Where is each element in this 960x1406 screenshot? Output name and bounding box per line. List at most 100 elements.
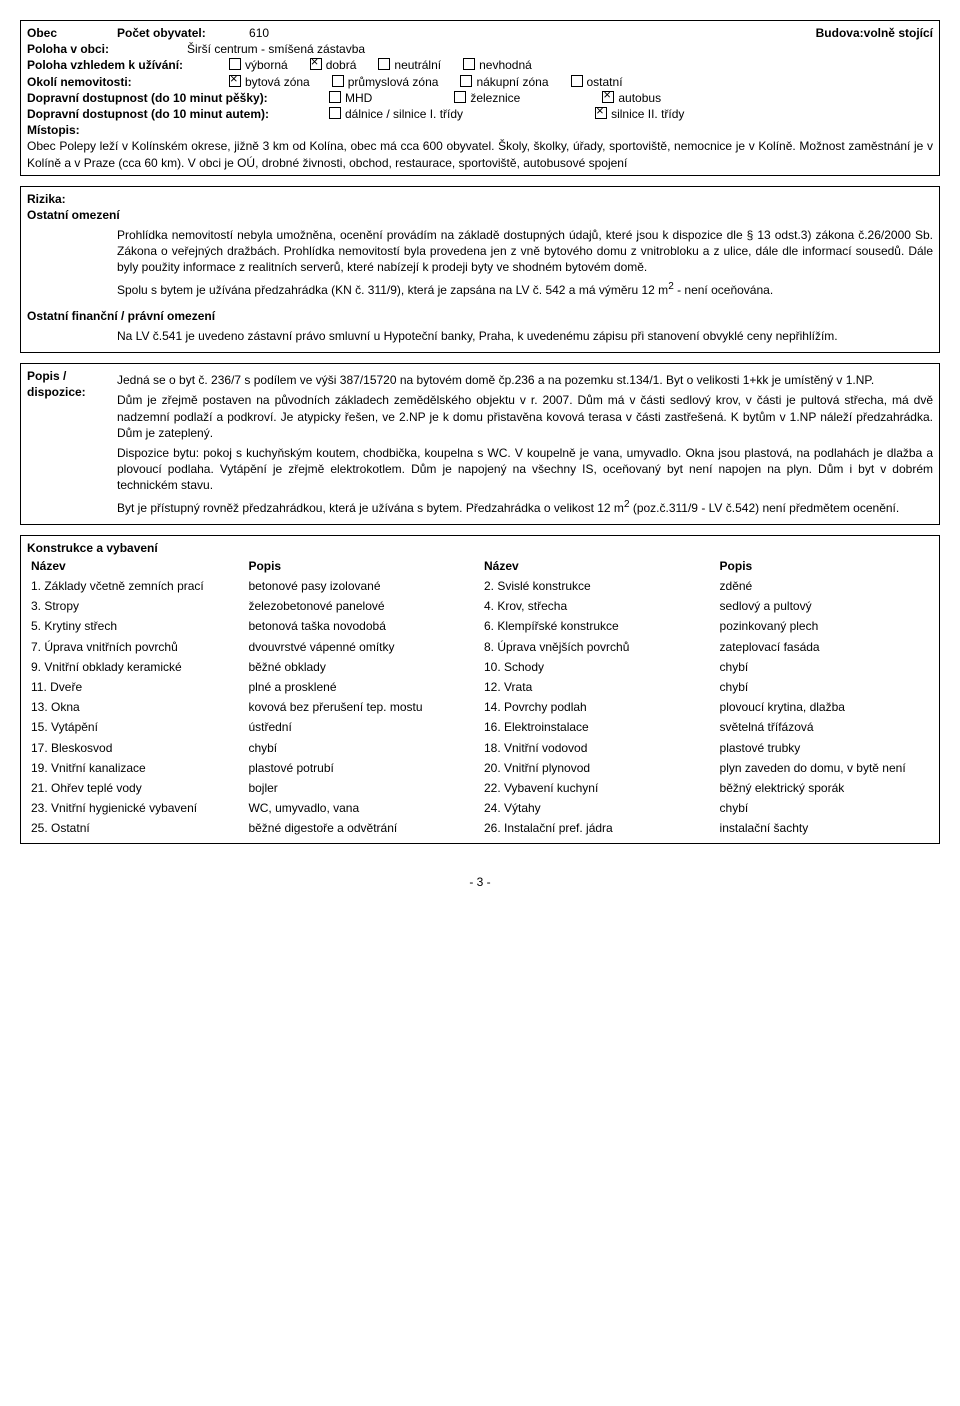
table-row: 15. Vytápěníústřední16. Elektroinstalace… [27,717,933,737]
table-cell: chybí [716,677,933,697]
table-row: 1. Základy včetně zemních pracíbetonové … [27,576,933,596]
th-popis2: Popis [716,556,933,576]
table-cell: 20. Vnitřní plynovod [480,758,716,778]
table-cell: zděné [716,576,933,596]
table-cell: instalační šachty [716,818,933,838]
table-cell: 2. Svislé konstrukce [480,576,716,596]
table-row: 11. Dveřeplné a prosklené12. Vratachybí [27,677,933,697]
table-cell: běžné obklady [244,657,480,677]
table-row: 25. Ostatníběžné digestoře a odvětrání26… [27,818,933,838]
rizika-label: Rizika: [27,191,933,207]
row-poloha-vzh: Poloha vzhledem k užívání: výborná dobrá… [27,57,933,73]
table-cell: 14. Povrchy podlah [480,697,716,717]
table-cell: 7. Úprava vnitřních povrchů [27,637,244,657]
table-cell: 3. Stropy [27,596,244,616]
row-obec: Obec Počet obyvatel: 610 Budova:volně st… [27,25,933,41]
table-cell: dvouvrstvé vápenné omítky [244,637,480,657]
table-cell: plastové trubky [716,738,933,758]
table-cell: chybí [716,798,933,818]
table-cell: světelná třífázová [716,717,933,737]
table-cell: 6. Klempířské konstrukce [480,616,716,636]
table-cell: bojler [244,778,480,798]
th-popis1: Popis [244,556,480,576]
th-nazev1: Název [27,556,244,576]
table-cell: plastové potrubí [244,758,480,778]
table-row: 19. Vnitřní kanalizaceplastové potrubí20… [27,758,933,778]
table-cell: 8. Úprava vnějších povrchů [480,637,716,657]
table-cell: 4. Krov, střecha [480,596,716,616]
row-dopr-auto: Dopravní dostupnost (do 10 minut autem):… [27,106,933,122]
table-cell: 5. Krytiny střech [27,616,244,636]
table-cell: chybí [244,738,480,758]
table-cell: betonová taška novodobá [244,616,480,636]
opt-ostatni: ostatní [569,74,623,90]
ostatni-omezeni-text: Prohlídka nemovitostí nebyla umožněna, o… [117,227,933,276]
pocet-group: Počet obyvatel: 610 [117,25,377,41]
table-cell: 19. Vnitřní kanalizace [27,758,244,778]
table-cell: železobetonové panelové [244,596,480,616]
opt-nakupni: nákupní zóna [458,74,548,90]
table-cell: kovová bez přerušení tep. mostu [244,697,480,717]
table-cell: 16. Elektroinstalace [480,717,716,737]
table-cell: běžné digestoře a odvětrání [244,818,480,838]
page-number: - 3 - [20,874,940,890]
opt-nevhodna: nevhodná [461,57,532,73]
opt-dobra: dobrá [308,57,357,73]
table-cell: 18. Vnitřní vodovod [480,738,716,758]
box-rizika: Rizika: Ostatní omezení Prohlídka nemovi… [20,186,940,354]
table-cell: běžný elektrický sporák [716,778,933,798]
table-cell: 1. Základy včetně zemních prací [27,576,244,596]
table-cell: zateplovací fasáda [716,637,933,657]
opt-bytova: bytová zóna [227,74,310,90]
table-cell: pozinkovaný plech [716,616,933,636]
obec-label: Obec [27,25,117,41]
opt-autobus: autobus [600,90,661,106]
row-okoli: Okolí nemovitosti: bytová zóna průmyslov… [27,74,933,90]
table-cell: plyn zaveden do domu, v bytě není [716,758,933,778]
table-cell: 15. Vytápění [27,717,244,737]
table-cell: 21. Ohřev teplé vody [27,778,244,798]
table-row: 7. Úprava vnitřních povrchůdvouvrstvé vá… [27,637,933,657]
opt-neutralni: neutrální [376,57,441,73]
box-konstrukce: Konstrukce a vybavení Název Popis Název … [20,535,940,844]
budova-group: Budova:volně stojící [377,25,933,41]
table-cell: 25. Ostatní [27,818,244,838]
ostatni-omezeni-label: Ostatní omezení [27,207,933,223]
table-row: 13. Oknakovová bez přerušení tep. mostu1… [27,697,933,717]
row-mistopis: Místopis: Obec Polepy leží v Kolínském o… [27,122,933,171]
table-cell: plné a prosklené [244,677,480,697]
opt-mhd: MHD [327,90,372,106]
table-row: 17. Bleskosvodchybí18. Vnitřní vodovodpl… [27,738,933,758]
table-row: 9. Vnitřní obklady keramickéběžné obklad… [27,657,933,677]
construction-table: Název Popis Název Popis 1. Základy včetn… [27,556,933,839]
th-nazev2: Název [480,556,716,576]
popis-label: Popis / dispozice: [27,368,117,400]
table-cell: 24. Výtahy [480,798,716,818]
table-cell: WC, umyvadlo, vana [244,798,480,818]
table-cell: sedlový a pultový [716,596,933,616]
opt-silnice2: silnice II. třídy [593,106,684,122]
konstrukce-title: Konstrukce a vybavení [27,540,933,556]
table-cell: 26. Instalační pref. jádra [480,818,716,838]
table-cell: 17. Bleskosvod [27,738,244,758]
table-cell: 13. Okna [27,697,244,717]
table-cell: chybí [716,657,933,677]
table-cell: 23. Vnitřní hygienické vybavení [27,798,244,818]
opt-dalnice: dálnice / silnice I. třídy [327,106,463,122]
box-popis: Popis / dispozice: Jedná se o byt č. 236… [20,363,940,525]
table-cell: plovoucí krytina, dlažba [716,697,933,717]
ostatni-omezeni-text2: Spolu s bytem je užívána předzahrádka (K… [117,280,933,298]
table-cell: 9. Vnitřní obklady keramické [27,657,244,677]
fin-label: Ostatní finanční / právní omezení [27,308,933,324]
table-row: 5. Krytiny střechbetonová taška novodobá… [27,616,933,636]
table-cell: ústřední [244,717,480,737]
table-cell: 10. Schody [480,657,716,677]
table-cell: 22. Vybavení kuchyní [480,778,716,798]
popis-body: Jedná se o byt č. 236/7 s podílem ve výš… [117,368,933,520]
fin-text: Na LV č.541 je uvedeno zástavní právo sm… [117,328,933,344]
table-row: 21. Ohřev teplé vodybojler22. Vybavení k… [27,778,933,798]
table-cell: 12. Vrata [480,677,716,697]
row-dopr-pesky: Dopravní dostupnost (do 10 minut pěšky):… [27,90,933,106]
table-row: 23. Vnitřní hygienické vybaveníWC, umyva… [27,798,933,818]
opt-zeleznice: železnice [452,90,520,106]
